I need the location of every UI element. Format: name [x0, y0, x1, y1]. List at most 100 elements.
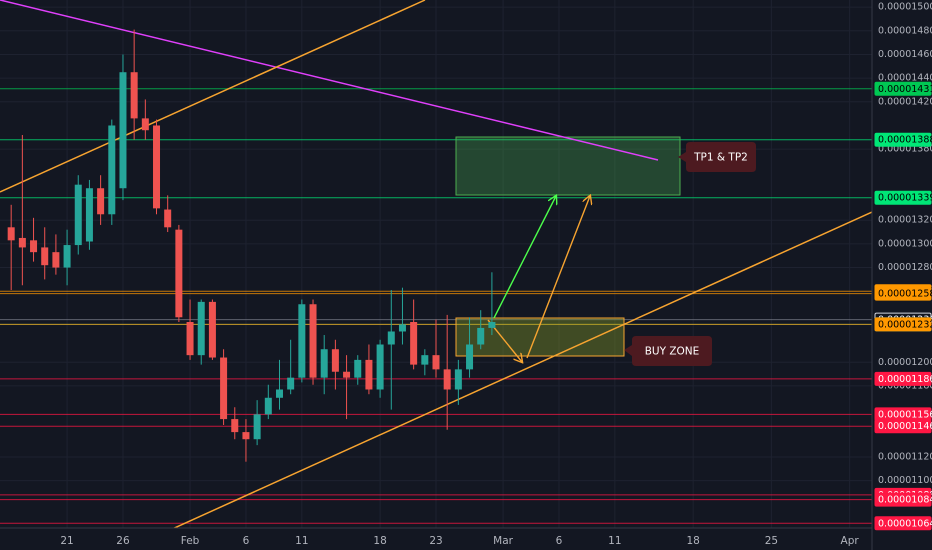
y-tick-label: 0.00001120: [878, 451, 932, 462]
annotation: BUY ZONE: [645, 346, 700, 358]
price-label-box: [874, 190, 932, 205]
candle-body: [52, 252, 60, 268]
candle-body: [63, 245, 71, 268]
price-label-box: [874, 492, 932, 507]
candle-body: [97, 188, 105, 215]
candle-body: [376, 344, 384, 390]
candle-body: [220, 357, 228, 420]
candle-body: [41, 247, 49, 266]
candle-body: [488, 322, 496, 328]
candle-body: [410, 322, 418, 365]
support-line: [172, 211, 872, 528]
candle-body: [130, 72, 138, 119]
candle-body: [387, 331, 395, 345]
candle-body: [275, 389, 283, 398]
candle-body: [119, 72, 127, 189]
candle-body: [287, 377, 295, 390]
x-tick-label: Feb: [181, 535, 200, 547]
y-tick-label: 0.00001480: [878, 25, 932, 36]
x-tick-label: 6: [243, 535, 250, 547]
candle-body: [365, 359, 373, 390]
candle-body: [141, 118, 149, 131]
candle-body: [466, 344, 474, 370]
price-label: 0.00001156: [878, 409, 932, 420]
x-tick-label: 11: [295, 535, 308, 547]
candle-body: [175, 229, 183, 318]
price-label: 0.00001064: [878, 518, 932, 529]
candle-body: [85, 188, 93, 242]
x-tick-label: 18: [686, 535, 699, 547]
price-label: 0.00001431: [878, 84, 932, 95]
price-label: 0.00001186: [878, 374, 932, 385]
y-tick-label: 0.00001280: [878, 262, 932, 273]
axes: 0.00001500 0.00001480 0.00001460 0.00001440…: [60, 2, 932, 547]
candle-body: [186, 322, 194, 356]
x-tick-label: 6: [556, 535, 563, 547]
x-tick-label: 23: [429, 535, 442, 547]
y-tick-label: 0.00001180: [878, 380, 932, 391]
candle-body: [30, 240, 38, 253]
price-label-box: [874, 286, 932, 301]
price-label: 0.00001084: [878, 495, 932, 506]
y-tick-label: 0.00001320: [878, 215, 932, 226]
candle-body: [108, 125, 116, 215]
price-label-box: [874, 81, 932, 96]
y-tick-label: 0.00001500: [878, 2, 932, 13]
callout: BUY ZONE: [624, 336, 712, 366]
candle-body: [454, 369, 462, 390]
candle-body: [231, 419, 239, 433]
candle-body: [443, 369, 451, 390]
trend-line: [0, 0, 659, 161]
price-label-box: [874, 317, 932, 332]
candle-body: [164, 209, 172, 228]
candle-body: [320, 349, 328, 378]
price-label: 0.00001232: [878, 319, 932, 330]
candle-body: [354, 359, 362, 378]
candles: [7, 29, 496, 462]
x-tick-label: Apr: [841, 535, 860, 547]
price-label: 0.00001339: [878, 193, 932, 204]
candle-body: [153, 125, 161, 209]
y-tick-label: 0.00001440: [878, 73, 932, 84]
callout-box: [624, 336, 712, 366]
y-tick-label: 0.00001460: [878, 49, 932, 60]
candle-body: [331, 349, 339, 372]
x-tick-label: 26: [116, 535, 130, 547]
candle-body: [398, 324, 406, 332]
x-tick-label: 25: [765, 535, 778, 547]
target-zone: [455, 136, 681, 196]
price-label-box: [874, 371, 932, 386]
price-label: 0.00001146: [878, 421, 932, 432]
candle-body: [242, 432, 250, 440]
price-label-box: [874, 419, 932, 434]
candle-body: [264, 397, 272, 415]
x-tick-label: Mar: [493, 535, 513, 547]
candle-body: [421, 355, 429, 365]
price-label: 0.00001388: [878, 135, 932, 146]
price-label-box: [874, 516, 932, 531]
annotation: TP1 & TP2: [693, 152, 748, 164]
y-tick-label: 0.00001300: [878, 238, 932, 249]
y-tick-label: 0.00001380: [878, 144, 932, 155]
arrow: [526, 196, 590, 359]
y-tick-label: 0.00001200: [878, 357, 932, 368]
y-tick-label: 0.00001420: [878, 96, 932, 107]
price-label-box: [874, 132, 932, 147]
x-tick-label: 18: [373, 535, 386, 547]
x-tick-label: 11: [608, 535, 621, 547]
trend-line: [0, 0, 426, 193]
candle-body: [74, 184, 82, 246]
candle-body: [477, 327, 485, 345]
callout: TP1 & TP2: [678, 142, 756, 172]
candle-body: [432, 355, 440, 370]
arrow: [493, 196, 556, 319]
candle-body: [208, 301, 216, 358]
y-tick-label: 0.00001100: [878, 475, 932, 486]
candle-body: [309, 304, 317, 378]
candle-body: [343, 371, 351, 378]
candle-body: [253, 414, 261, 440]
candle-body: [298, 304, 306, 378]
candle-body: [18, 237, 26, 248]
